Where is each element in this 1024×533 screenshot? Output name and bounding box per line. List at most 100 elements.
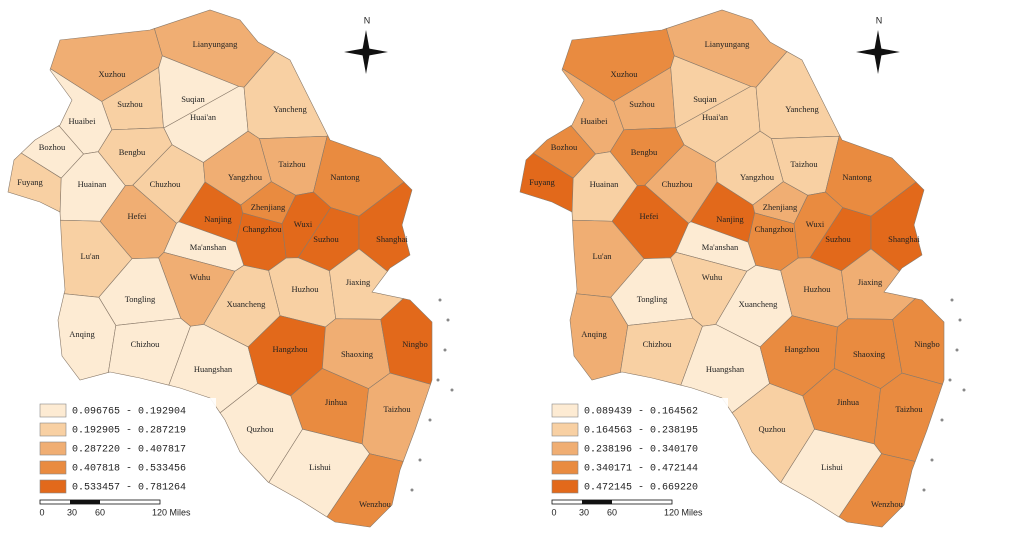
island <box>962 388 966 392</box>
region-label: Chuzhou <box>662 179 693 189</box>
region <box>219 383 303 483</box>
scale-label: 120 Miles <box>664 507 703 517</box>
region-label: Yancheng <box>273 104 307 114</box>
legend-swatch <box>39 441 67 456</box>
region-label: Tongling <box>125 294 156 304</box>
region-label: Lu'an <box>593 251 613 261</box>
legend-swatch <box>551 403 579 418</box>
region-label: Chizhou <box>643 339 673 349</box>
region-label: Xuzhou <box>99 69 127 79</box>
legend-swatch <box>551 422 579 437</box>
region-label: Anqing <box>69 329 95 339</box>
region-label: Shanghai <box>888 234 920 244</box>
island <box>958 318 962 322</box>
island <box>438 298 442 302</box>
region-label: Yancheng <box>785 104 819 114</box>
island <box>450 388 454 392</box>
region-label: Chuzhou <box>150 179 181 189</box>
region-label: Bengbu <box>631 147 658 157</box>
scale-label: 120 Miles <box>152 507 191 517</box>
region-label: Nantong <box>842 172 872 182</box>
region-label: Bozhou <box>551 142 578 152</box>
region-label: Suzhou <box>117 99 143 109</box>
scale-label: 0 <box>39 507 44 517</box>
region-label: Nanjing <box>716 214 744 224</box>
region-label: Jinhua <box>325 397 347 407</box>
region-label: Shanghai <box>376 234 408 244</box>
region-label: Jiaxing <box>858 277 883 287</box>
region-label: Ma'anshan <box>702 242 739 252</box>
region-label: Anqing <box>581 329 607 339</box>
scale-label: 30 <box>579 507 589 517</box>
region-label: Nantong <box>330 172 360 182</box>
region <box>57 293 117 381</box>
region-label: Huainan <box>590 179 620 189</box>
scale-label: 60 <box>95 507 105 517</box>
scale-bar <box>582 500 612 504</box>
region <box>107 317 191 386</box>
island <box>410 488 414 492</box>
region-label: Jiaxing <box>346 277 371 287</box>
region <box>619 317 703 386</box>
region-label: Ningbo <box>402 339 428 349</box>
island <box>948 378 952 382</box>
region-label: Huzhou <box>804 284 832 294</box>
legend-swatch <box>551 460 579 475</box>
legend-swatch <box>551 479 579 494</box>
region-label: Hefei <box>640 211 660 221</box>
region-label: Hangzhou <box>273 344 309 354</box>
region-label: Taizhou <box>278 159 306 169</box>
region-label: Lu'an <box>81 251 101 261</box>
region-label: Huainan <box>78 179 108 189</box>
region <box>361 372 431 462</box>
region-label: Wuhu <box>190 272 211 282</box>
region-label: Changzhou <box>755 224 794 234</box>
legend-label: 0.089439 - 0.164562 <box>584 407 698 418</box>
region <box>838 453 916 528</box>
island <box>950 298 954 302</box>
region-label: Hefei <box>128 211 148 221</box>
legend-label: 0.533457 - 0.781264 <box>72 483 186 494</box>
region-label: Yangzhou <box>740 172 775 182</box>
legend-swatch <box>39 403 67 418</box>
region-label: Suzhou <box>313 234 339 244</box>
region-label: Shaoxing <box>341 349 374 359</box>
region <box>731 383 815 483</box>
region-label: Fuyang <box>17 177 43 187</box>
north-label: N <box>876 15 883 25</box>
island <box>922 488 926 492</box>
region-label: Wuxi <box>294 219 313 229</box>
legend-swatch <box>39 460 67 475</box>
region-label: Shaoxing <box>853 349 886 359</box>
map-panel: Lianyungang Xuzhou Suzhou Suqian Huai'an Yanc… <box>7 9 454 528</box>
region-label: Xuancheng <box>227 299 266 309</box>
region-label: Suzhou <box>825 234 851 244</box>
legend-label: 0.238196 - 0.340170 <box>584 445 698 456</box>
north-label: N <box>364 15 371 25</box>
region-label: Chizhou <box>131 339 161 349</box>
region-label: Huai'an <box>190 112 217 122</box>
region-label: Changzhou <box>243 224 282 234</box>
legend-swatch <box>39 479 67 494</box>
region <box>569 293 629 381</box>
region-label: Hangzhou <box>785 344 821 354</box>
region-label: Huaibei <box>581 116 609 126</box>
region-label: Zhenjiang <box>251 202 286 212</box>
map-panel: Lianyungang Xuzhou Suzhou Suqian Huai'an Yanc… <box>519 9 966 528</box>
region-label: Zhenjiang <box>763 202 798 212</box>
north-arrow <box>856 48 900 56</box>
region <box>358 181 413 272</box>
region-label: Suqian <box>181 94 205 104</box>
region-label: Ningbo <box>914 339 940 349</box>
region-label: Suzhou <box>629 99 655 109</box>
legend-label: 0.472145 - 0.669220 <box>584 483 698 494</box>
region <box>519 152 574 214</box>
island <box>446 318 450 322</box>
island <box>955 348 959 352</box>
region-label: Wenzhou <box>871 499 904 509</box>
region-label: Wuhu <box>702 272 723 282</box>
legend-label: 0.287220 - 0.407817 <box>72 445 186 456</box>
region-label: Ma'anshan <box>190 242 227 252</box>
legend-label: 0.407818 - 0.533456 <box>72 464 186 475</box>
